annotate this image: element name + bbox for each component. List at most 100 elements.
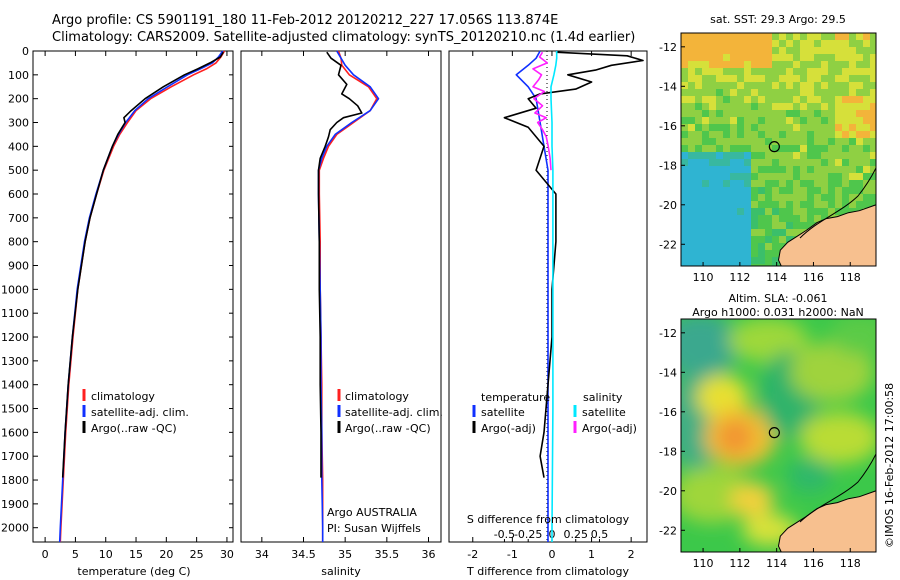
temperature-legend: climatology satellite-adj. clim. Argo(..…: [82, 389, 189, 435]
sst-cell: [870, 152, 876, 160]
sst-cell: [737, 138, 745, 146]
sst-cell: [779, 47, 787, 55]
sst-cell: [716, 229, 724, 237]
sst-cell: [849, 110, 857, 118]
sst-cell: [765, 61, 773, 69]
sst-cell: [814, 124, 822, 132]
sst-cell: [688, 103, 696, 111]
sst-cell: [842, 173, 850, 181]
sst-cell: [730, 54, 738, 62]
sst-cell: [828, 96, 836, 104]
sst-cell: [758, 187, 766, 195]
x2-tick-label: -0.5: [494, 528, 515, 541]
sst-cell: [870, 117, 876, 125]
sst-cell: [828, 208, 836, 216]
sla-map-image: [681, 319, 876, 552]
sst-cell: [786, 201, 794, 209]
series-argo: [317, 51, 363, 478]
sst-cell: [849, 117, 857, 125]
sst-cell: [737, 124, 745, 132]
sst-cell: [688, 166, 696, 174]
sst-cell: [723, 110, 731, 118]
sst-cell: [828, 187, 836, 195]
sst-cell: [716, 33, 724, 41]
sst-cell: [765, 166, 773, 174]
sst-cell: [856, 33, 864, 41]
sst-cell: [688, 47, 696, 55]
sst-cell: [807, 82, 815, 90]
sst-cell: [828, 201, 836, 209]
sst-cell: [856, 166, 864, 174]
sst-cell: [779, 138, 787, 146]
sst-cell: [821, 103, 829, 111]
sst-cell: [828, 131, 836, 139]
sst-cell: [800, 131, 808, 139]
y-tick-label: 600: [8, 188, 29, 201]
sst-cell: [681, 215, 689, 223]
sst-cell: [709, 173, 717, 181]
sst-cell: [807, 61, 815, 69]
sst-cell: [870, 110, 876, 118]
sst-cell: [744, 243, 752, 251]
sla-map-title-1: Altim. SLA: -0.061: [728, 292, 827, 305]
sst-cell: [744, 89, 752, 97]
sst-cell: [786, 152, 794, 160]
sst-cell: [765, 75, 773, 83]
sst-cell: [870, 82, 876, 90]
sst-cell: [765, 180, 773, 188]
series-s-argo: [532, 51, 552, 171]
sst-cell: [681, 96, 689, 104]
sst-cell: [709, 229, 717, 237]
sst-cell: [723, 194, 731, 202]
sst-cell: [730, 110, 738, 118]
sst-cell: [723, 159, 731, 167]
salinity-x-axis: 34 34.5 35 35.5 36: [255, 51, 436, 561]
sst-cell: [870, 145, 876, 153]
sst-cell: [737, 82, 745, 90]
sst-cell: [751, 138, 759, 146]
sst-cell: [723, 33, 731, 41]
sst-cell: [730, 166, 738, 174]
sst-cell: [765, 33, 773, 41]
y-tick-label: 800: [8, 236, 29, 249]
sst-cell: [814, 40, 822, 48]
sst-cell: [800, 159, 808, 167]
sst-cell: [730, 243, 738, 251]
sst-cell: [828, 68, 836, 76]
x-tick-label: -1: [507, 548, 518, 561]
x2-tick-label: -0.25: [514, 528, 542, 541]
sst-cell: [702, 201, 710, 209]
sst-cell: [695, 208, 703, 216]
sst-cell: [842, 124, 850, 132]
temperature-difference-xlabel: T difference from climatology: [466, 565, 629, 578]
sst-cell: [814, 208, 822, 216]
sst-cell: [821, 131, 829, 139]
sst-cell: [793, 61, 801, 69]
sst-cell: [772, 229, 780, 237]
sst-cell: [821, 173, 829, 181]
sst-cell: [814, 201, 822, 209]
temperature-xlabel: temperature (deg C): [77, 565, 190, 578]
sst-cell: [835, 166, 843, 174]
sst-cell: [772, 82, 780, 90]
legend-label-s-satellite: satellite: [582, 406, 626, 419]
sst-cell: [793, 159, 801, 167]
sst-cell: [716, 54, 724, 62]
difference-series: [503, 50, 644, 542]
sst-cell: [772, 159, 780, 167]
sst-cell: [723, 138, 731, 146]
sst-cell: [681, 194, 689, 202]
sst-cell: [737, 194, 745, 202]
sst-cell: [779, 201, 787, 209]
sst-cell: [793, 194, 801, 202]
sst-cell: [744, 166, 752, 174]
sst-cell: [751, 82, 759, 90]
sst-cell: [702, 103, 710, 111]
sst-cell: [730, 61, 738, 69]
sst-cell: [702, 75, 710, 83]
x-tick-label: 114: [766, 557, 787, 570]
sst-cell: [786, 89, 794, 97]
sst-cell: [779, 131, 787, 139]
sst-cell: [814, 75, 822, 83]
